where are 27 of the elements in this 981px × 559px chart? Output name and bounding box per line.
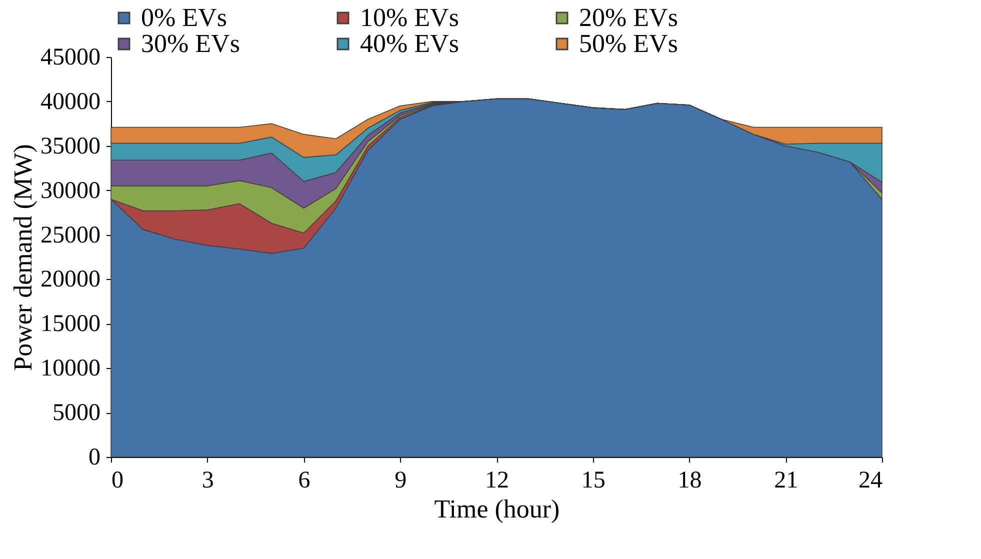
x-tick-label: 6 bbox=[298, 468, 310, 494]
x-tick-label: 9 bbox=[394, 468, 407, 494]
y-tick-label: 30000 bbox=[40, 178, 100, 204]
y-tick-label: 10000 bbox=[40, 356, 100, 382]
legend-label: 20% EVs bbox=[579, 3, 678, 32]
legend-label: 40% EVs bbox=[360, 29, 459, 58]
y-tick-label: 40000 bbox=[40, 88, 100, 115]
y-tick-label: 45000 bbox=[40, 44, 100, 70]
x-tick-label: 24 bbox=[858, 468, 882, 494]
x-tick-label: 21 bbox=[774, 468, 798, 494]
y-tick-label: 35000 bbox=[40, 133, 100, 160]
x-tick-label: 18 bbox=[678, 468, 702, 494]
x-tick-label: 12 bbox=[485, 468, 509, 494]
legend-label: 0% EVs bbox=[141, 3, 227, 32]
y-tick-label: 15000 bbox=[40, 311, 100, 338]
x-tick-label: 3 bbox=[202, 468, 214, 494]
y-tick-label: 5000 bbox=[52, 400, 100, 426]
x-axis-title: Time (hour) bbox=[434, 494, 560, 524]
legend-label: 10% EVs bbox=[360, 3, 459, 32]
x-tick-label: 15 bbox=[581, 468, 606, 494]
y-tick-label: 25000 bbox=[40, 222, 100, 248]
y-tick-label: 20000 bbox=[40, 266, 100, 293]
x-tick-label: 0 bbox=[112, 468, 124, 494]
legend-label: 50% EVs bbox=[579, 29, 678, 58]
legend-label: 30% EVs bbox=[141, 29, 240, 58]
y-axis-title: Power demand (MW) bbox=[8, 144, 38, 371]
y-tick-label: 0 bbox=[88, 444, 100, 470]
